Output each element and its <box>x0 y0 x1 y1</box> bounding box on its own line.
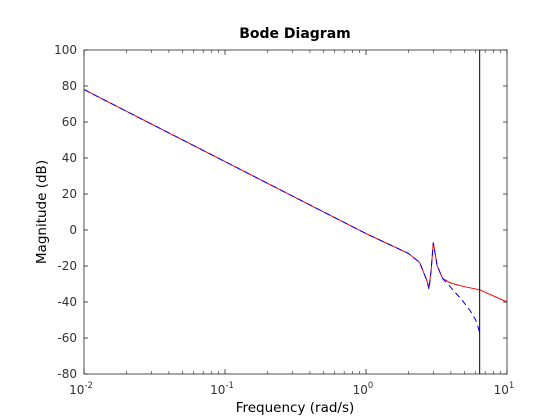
series-line-dashed-blue <box>83 89 481 335</box>
x-tick-label: 10-1 <box>210 381 234 397</box>
y-tick-label: 40 <box>62 151 77 165</box>
x-tick-label: 100 <box>353 381 374 397</box>
y-tick-label: -40 <box>57 295 77 309</box>
x-tick-base: 10 <box>210 383 225 397</box>
y-tick-label: 80 <box>62 79 77 93</box>
y-tick-label: 60 <box>62 115 77 129</box>
y-tick-label: -60 <box>57 331 77 345</box>
x-tick-label: 101 <box>494 381 515 397</box>
x-tick-exponent: -1 <box>225 381 233 391</box>
axes-background <box>84 50 507 374</box>
chart-title: Bode Diagram <box>239 26 351 42</box>
series-layer <box>83 89 508 335</box>
y-tick-label: -20 <box>57 259 77 273</box>
x-tick-label: 10-2 <box>69 381 93 397</box>
y-axis-label: Magnitude (dB) <box>34 160 50 264</box>
x-tick-base: 10 <box>353 383 368 397</box>
y-tick-label: 20 <box>62 187 77 201</box>
x-tick-exponent: 0 <box>368 381 373 391</box>
y-tick-label: 100 <box>54 43 77 57</box>
axes-box <box>83 49 508 375</box>
x-tick-base: 10 <box>494 383 509 397</box>
x-tick-exponent: 1 <box>509 381 514 391</box>
y-tick-label: -80 <box>57 367 77 381</box>
y-tick-label: 0 <box>69 223 77 237</box>
x-axis-label: Frequency (rad/s) <box>236 400 355 416</box>
x-tick-base: 10 <box>69 383 84 397</box>
x-tick-exponent: -2 <box>84 381 92 391</box>
